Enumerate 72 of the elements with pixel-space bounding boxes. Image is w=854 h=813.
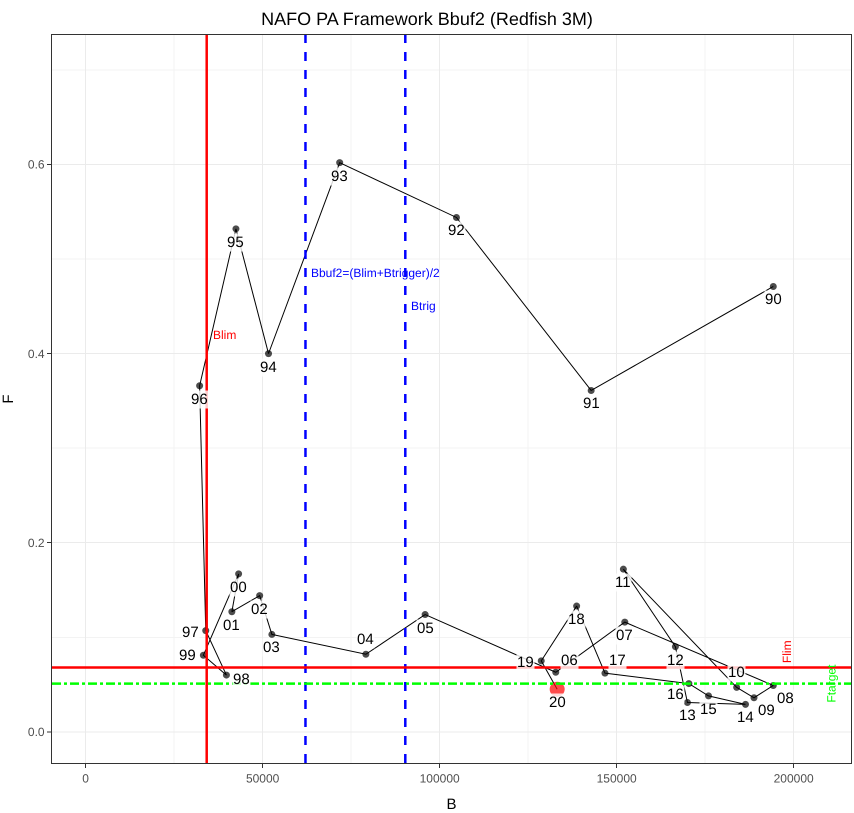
annotation: 06 bbox=[561, 652, 578, 669]
annotation: 08 bbox=[777, 690, 794, 707]
annotation: 91 bbox=[583, 395, 600, 412]
annotation: 17 bbox=[609, 652, 626, 669]
point bbox=[705, 692, 712, 700]
point bbox=[256, 592, 264, 600]
ref-line-label: Blim bbox=[213, 328, 236, 342]
y-tick-label: 0.2 bbox=[28, 536, 45, 550]
point bbox=[362, 650, 370, 658]
x-tick-label: 150000 bbox=[596, 771, 637, 786]
y-axis-title: F bbox=[0, 394, 17, 404]
point bbox=[228, 608, 236, 616]
annotation: 16 bbox=[667, 686, 684, 703]
point bbox=[422, 611, 429, 618]
point bbox=[750, 694, 758, 702]
annotation: 05 bbox=[417, 620, 434, 637]
point bbox=[742, 700, 750, 708]
point bbox=[235, 570, 242, 578]
annotation: 98 bbox=[233, 671, 250, 688]
point bbox=[552, 668, 560, 676]
annotation: 95 bbox=[227, 234, 244, 251]
point bbox=[621, 618, 628, 626]
annotation: 12 bbox=[667, 652, 684, 669]
x-axis-title: B bbox=[446, 796, 457, 813]
annotation: 03 bbox=[263, 639, 280, 656]
point bbox=[672, 643, 679, 650]
annotation: 10 bbox=[728, 664, 745, 681]
annotation: 20 bbox=[549, 694, 566, 711]
point bbox=[588, 386, 595, 394]
annotation: 19 bbox=[517, 654, 534, 671]
annotation: 99 bbox=[179, 647, 196, 664]
point bbox=[336, 159, 344, 166]
point bbox=[265, 350, 272, 358]
point bbox=[232, 225, 240, 232]
annotation: 94 bbox=[260, 359, 277, 376]
y-tick-label: 0.4 bbox=[28, 346, 45, 361]
y-tick-label: 0.6 bbox=[28, 158, 45, 172]
annotation: 13 bbox=[679, 707, 696, 724]
point bbox=[538, 657, 545, 664]
annotation: 14 bbox=[737, 709, 754, 726]
x-tick-label: 0 bbox=[82, 771, 90, 786]
point bbox=[452, 214, 460, 221]
ref-line-label: Btrig bbox=[411, 299, 436, 313]
point bbox=[620, 566, 627, 573]
point bbox=[770, 282, 777, 290]
point bbox=[196, 382, 204, 390]
y-tick-label: 0.0 bbox=[28, 725, 45, 739]
annotation: 00 bbox=[230, 579, 247, 596]
annotation: 92 bbox=[448, 222, 465, 239]
x-tick-label: 100000 bbox=[420, 771, 460, 786]
annotation: 90 bbox=[765, 291, 782, 308]
x-tick-label: 200000 bbox=[774, 771, 814, 786]
chart-title: NAFO PA Framework Bbuf2 (Redfish 3M) bbox=[261, 8, 593, 29]
point bbox=[601, 670, 608, 677]
x-tick-label: 50000 bbox=[246, 771, 280, 786]
annotation: 02 bbox=[251, 601, 268, 618]
point bbox=[573, 602, 580, 610]
annotation: 01 bbox=[223, 617, 240, 634]
annotation: 93 bbox=[331, 168, 348, 185]
annotation: 09 bbox=[758, 702, 775, 719]
point bbox=[684, 698, 691, 706]
ref-line-label: Flim bbox=[780, 640, 794, 664]
annotation: 07 bbox=[616, 627, 633, 644]
annotation: 04 bbox=[357, 631, 374, 648]
annotation: 97 bbox=[182, 624, 199, 641]
point bbox=[268, 630, 276, 638]
annotation: 15 bbox=[700, 701, 717, 718]
annotation: 96 bbox=[191, 391, 208, 408]
annotation: 18 bbox=[568, 611, 585, 628]
point bbox=[733, 684, 740, 691]
annotation: 11 bbox=[615, 574, 631, 591]
point bbox=[222, 672, 230, 679]
